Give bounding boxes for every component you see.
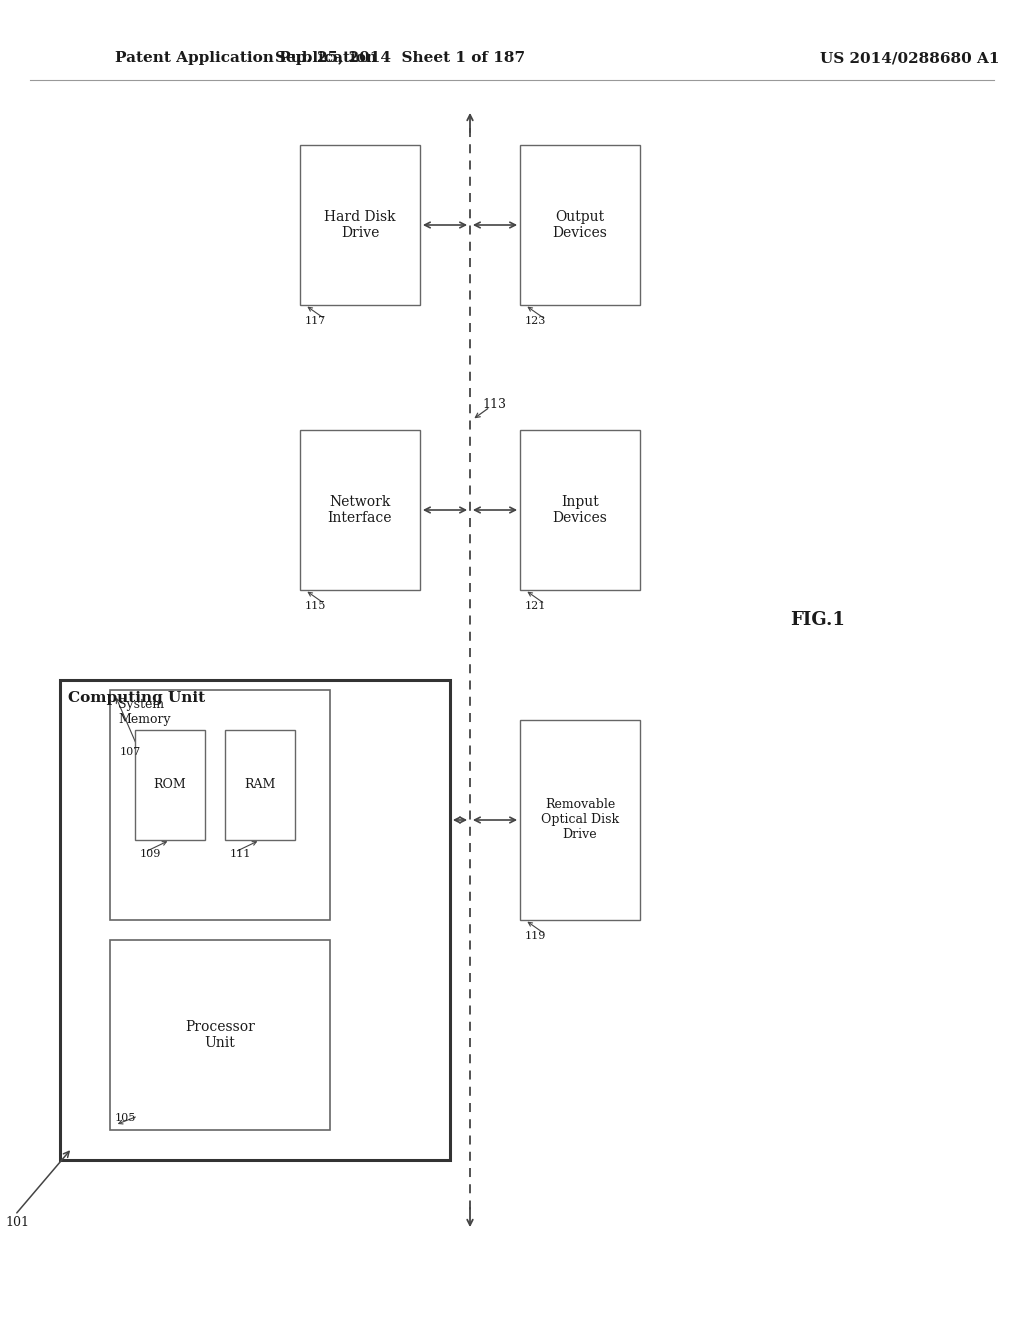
Bar — [520, 145, 640, 305]
Text: 101: 101 — [5, 1216, 29, 1229]
Text: 109: 109 — [140, 849, 162, 859]
Text: 113: 113 — [482, 399, 506, 412]
Text: 121: 121 — [525, 601, 547, 611]
Bar — [300, 430, 420, 590]
Bar — [300, 145, 420, 305]
Text: Computing Unit: Computing Unit — [68, 690, 205, 705]
Text: Output
Devices: Output Devices — [553, 210, 607, 240]
Bar — [520, 719, 640, 920]
Text: RAM: RAM — [245, 779, 275, 792]
Bar — [60, 680, 450, 1160]
Text: Sep. 25, 2014  Sheet 1 of 187: Sep. 25, 2014 Sheet 1 of 187 — [274, 51, 525, 65]
Text: 115: 115 — [305, 601, 327, 611]
Text: Hard Disk
Drive: Hard Disk Drive — [325, 210, 396, 240]
Text: 105: 105 — [115, 1113, 136, 1123]
Text: Removable
Optical Disk
Drive: Removable Optical Disk Drive — [541, 799, 620, 842]
Text: Network
Interface: Network Interface — [328, 495, 392, 525]
Text: 119: 119 — [525, 931, 547, 941]
Text: 117: 117 — [305, 315, 327, 326]
Text: Patent Application Publication: Patent Application Publication — [115, 51, 377, 65]
Bar — [110, 940, 330, 1130]
Text: System
Memory: System Memory — [118, 698, 171, 726]
Text: 107: 107 — [120, 747, 141, 756]
Bar — [135, 730, 205, 840]
Text: Processor
Unit: Processor Unit — [185, 1020, 255, 1051]
Text: Input
Devices: Input Devices — [553, 495, 607, 525]
Bar — [520, 430, 640, 590]
Text: ROM: ROM — [154, 779, 186, 792]
Bar — [225, 730, 295, 840]
Text: 123: 123 — [525, 315, 547, 326]
Bar — [110, 690, 330, 920]
Text: US 2014/0288680 A1: US 2014/0288680 A1 — [820, 51, 999, 65]
Text: FIG.1: FIG.1 — [790, 611, 845, 630]
Text: 111: 111 — [230, 849, 251, 859]
